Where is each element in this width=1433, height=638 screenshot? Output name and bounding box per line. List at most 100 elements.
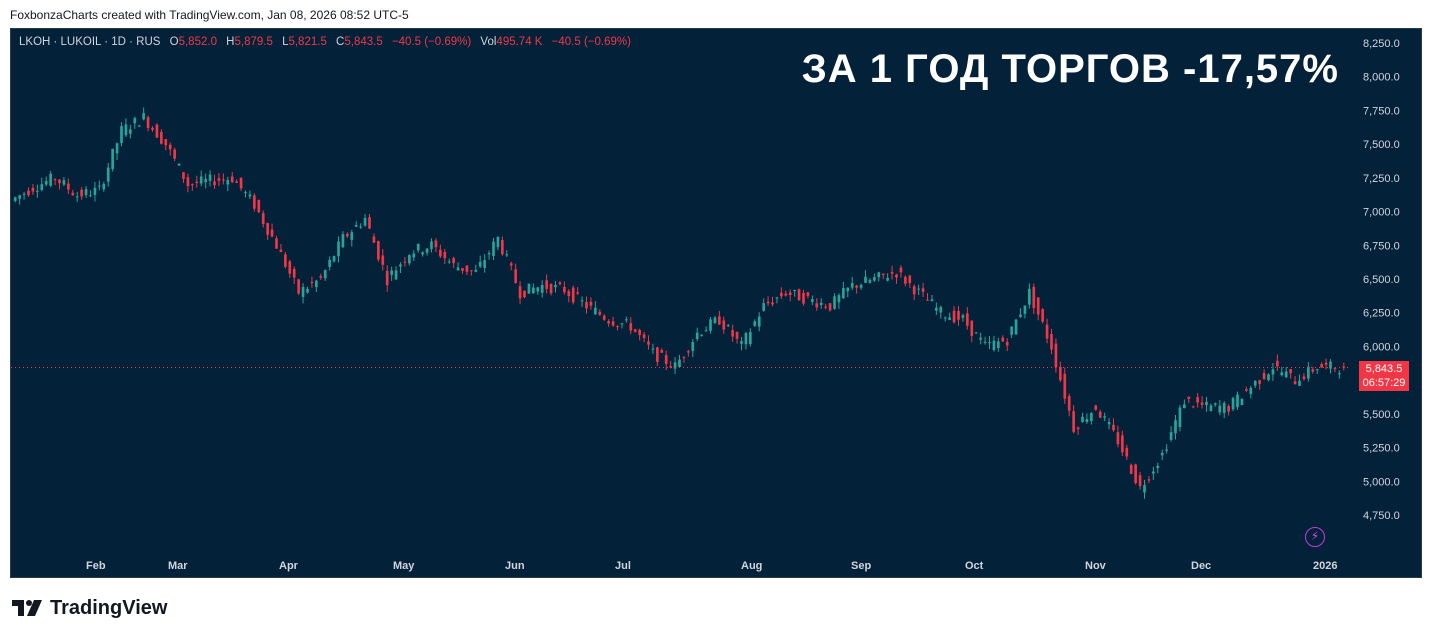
candle-body xyxy=(509,263,513,266)
candle-body xyxy=(106,167,110,182)
candle-body xyxy=(301,287,305,297)
candle-body xyxy=(1019,314,1022,317)
candle-body xyxy=(532,287,535,294)
candle-body xyxy=(501,239,504,255)
candle-body xyxy=(377,241,380,260)
candle-body xyxy=(1014,319,1018,335)
candle-body xyxy=(722,320,726,330)
candle-body xyxy=(275,238,278,249)
y-tick-label: 5,500.0 xyxy=(1363,409,1400,421)
candle-body xyxy=(1324,362,1328,365)
candle-body xyxy=(1249,387,1253,395)
candle-body xyxy=(1271,369,1275,375)
candle-body xyxy=(18,195,21,199)
lightning-icon[interactable]: ⚡ xyxy=(1305,527,1325,547)
y-tick-label: 7,750.0 xyxy=(1363,105,1400,117)
x-tick-label: Aug xyxy=(741,560,762,572)
candle-body xyxy=(647,341,650,345)
candle-body xyxy=(602,315,606,320)
candle-body xyxy=(67,183,70,190)
y-tick-label: 7,250.0 xyxy=(1363,173,1400,185)
candle-body xyxy=(1253,380,1257,386)
candle-body xyxy=(1227,405,1230,412)
candle-body xyxy=(151,127,154,130)
candle-body xyxy=(943,317,947,319)
candle-body xyxy=(1169,432,1173,440)
symbol-label[interactable]: LKOH · LUKOIL · 1D · RUS xyxy=(19,36,161,48)
candle-body xyxy=(1076,427,1080,430)
low-value: 5,821.5 xyxy=(288,36,327,48)
candle-body xyxy=(244,192,247,194)
candle-body xyxy=(1036,297,1040,315)
candle-body xyxy=(368,217,371,229)
candle-body xyxy=(461,268,464,271)
x-tick-label: Sep xyxy=(851,560,871,572)
candle-body xyxy=(129,129,132,134)
candle-body xyxy=(1010,326,1013,335)
candle-body xyxy=(802,292,805,304)
candle-body xyxy=(1342,366,1346,368)
candle-body xyxy=(222,179,225,181)
candle-body xyxy=(678,359,681,368)
chart-frame[interactable]: 8,250.0 8,000.0 7,750.0 7,500.0 7,250.0 7,000… xyxy=(10,28,1422,578)
candle-body xyxy=(111,148,114,170)
candle-body xyxy=(1041,309,1044,322)
candle-body xyxy=(1001,337,1005,342)
candle-body xyxy=(873,277,876,281)
y-tick-label: 8,000.0 xyxy=(1363,72,1400,84)
candle-body xyxy=(921,288,925,292)
candle-body xyxy=(44,181,48,185)
candlestick-chart[interactable]: 8,250.0 8,000.0 7,750.0 7,500.0 7,250.0 7,000… xyxy=(11,29,1422,578)
candle-body xyxy=(815,303,819,308)
candle-body xyxy=(629,323,633,331)
candle-body xyxy=(833,296,836,309)
chart-credit: FoxbonzaCharts created with TradingView.… xyxy=(10,8,409,22)
candle-body xyxy=(992,340,996,351)
x-tick-label: Oct xyxy=(965,560,984,572)
candle-body xyxy=(164,139,168,146)
candle-body xyxy=(1293,381,1297,385)
candle-body xyxy=(775,297,779,299)
candle-body xyxy=(1311,369,1315,372)
candle-body xyxy=(1160,452,1164,456)
candle-body xyxy=(1320,364,1323,368)
candle-body xyxy=(372,236,376,243)
candle-body xyxy=(416,243,420,251)
candle-body xyxy=(660,350,664,353)
x-tick-label: May xyxy=(393,560,415,572)
candle-body xyxy=(253,195,256,209)
change-value: −40.5 (−0.69%) xyxy=(391,36,472,48)
candle-body xyxy=(1262,373,1266,379)
close-label: C xyxy=(336,36,345,48)
candle-body xyxy=(1200,402,1204,405)
candle-body xyxy=(133,118,137,124)
candle-body xyxy=(642,334,646,338)
candle-body xyxy=(403,261,407,263)
candle-body xyxy=(731,330,734,337)
candle-body xyxy=(749,332,752,345)
candle-body xyxy=(718,316,721,325)
headline-annotation: ЗА 1 ГОД ТОРГОВ -17,57% xyxy=(801,47,1339,91)
candle-body xyxy=(1152,471,1155,474)
candle-body xyxy=(864,276,867,283)
candle-body xyxy=(673,362,677,369)
candle-body xyxy=(478,261,482,267)
candle-body xyxy=(877,272,881,278)
candle-body xyxy=(160,131,163,144)
candle-body xyxy=(1138,475,1142,487)
y-tick-label: 7,000.0 xyxy=(1363,207,1400,219)
candle-body xyxy=(1090,413,1093,422)
candle-body xyxy=(952,310,956,323)
candle-body xyxy=(859,284,863,288)
candle-body xyxy=(842,288,845,299)
candle-body xyxy=(1116,432,1120,445)
candle-body xyxy=(1147,479,1151,481)
high-value: 5,879.5 xyxy=(234,36,273,48)
x-tick-label: Dec xyxy=(1191,560,1211,572)
candle-body xyxy=(576,292,579,294)
candle-body xyxy=(266,223,269,235)
candle-body xyxy=(1032,286,1036,309)
candle-body xyxy=(1333,368,1337,370)
candle-body xyxy=(142,113,145,120)
candle-body xyxy=(31,187,35,192)
